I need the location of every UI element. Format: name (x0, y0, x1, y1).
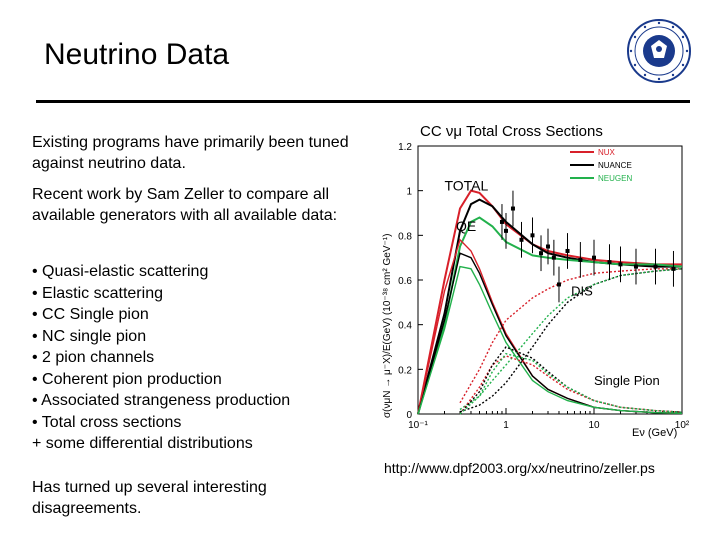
x-axis-label: Eν (GeV) (632, 427, 677, 439)
data-point (671, 266, 676, 271)
y-tick-label: 0 (406, 410, 412, 421)
list-item: • NC single pion (32, 327, 147, 345)
legend-entry-nuance: NUANCE (598, 161, 632, 170)
series-line-neugen-dis (459, 268, 683, 411)
conclusion-paragraph: Has turned up several interesting disagr… (32, 479, 267, 517)
data-point (539, 251, 544, 256)
list-item: + some differential distributions (32, 435, 253, 452)
data-point (578, 257, 583, 262)
y-tick-label: 1 (406, 187, 412, 198)
annotation-dis: DIS (571, 284, 593, 299)
data-point (504, 228, 508, 233)
data-point (633, 264, 638, 269)
data-point (519, 237, 524, 242)
list-item: • Quasi-elastic scattering (32, 263, 209, 280)
y-tick-label: 0.2 (398, 365, 412, 376)
x-tick-label: 10⁻¹ (408, 420, 428, 431)
list-item: • CC Single pion (32, 306, 149, 323)
x-tick-label: 10 (588, 420, 600, 431)
data-point (618, 262, 623, 267)
title-divider (36, 100, 690, 103)
list-item: • 2 pion channels (32, 349, 155, 366)
source-link[interactable]: http://www.dpf2003.org/xx/neutrino/zelle… (384, 460, 655, 476)
comparison-list: • Quasi-elastic scattering • Elastic sca… (32, 261, 392, 455)
recent-work-paragraph: Recent work by Sam Zeller to compare all… (32, 186, 338, 224)
annotation-single-pion: Single Pion (594, 373, 660, 388)
annotation-qe: QE (456, 218, 476, 234)
series-line-neugen-single-pion (459, 352, 683, 415)
cross-section-chart: CC νμ Total Cross Sections σ(νμN → μ⁻X)/… (382, 123, 690, 439)
data-point (592, 255, 596, 260)
data-point (499, 219, 504, 224)
series-line-neugen-qe (417, 265, 683, 415)
data-point (530, 233, 535, 238)
data-point (551, 255, 556, 260)
y-axis-label: σ(νμN → μ⁻X)/E(GeV) (10⁻³⁸ cm² GeV⁻¹) (382, 234, 393, 418)
list-item: • Coherent pion production (32, 370, 222, 388)
y-tick-label: 0.8 (398, 231, 412, 242)
data-point (545, 244, 550, 249)
data-point (653, 264, 658, 269)
list-item: • Elastic scattering (32, 284, 163, 302)
chart-title: CC νμ Total Cross Sections (420, 123, 603, 140)
y-tick-label: 0.6 (398, 276, 412, 287)
data-point (565, 248, 570, 253)
legend-entry-neugen: NEUGEN (598, 174, 632, 183)
x-tick-label: 1 (503, 420, 509, 431)
list-item: • Associated strangeness production (32, 392, 291, 409)
annotation-total: TOTAL (444, 178, 488, 194)
data-point (607, 260, 612, 265)
legend-entry-nux: NUX (598, 148, 616, 157)
y-tick-label: 0.4 (398, 321, 412, 332)
y-tick-label: 1.2 (398, 142, 412, 153)
slide-title: Neutrino Data (44, 38, 230, 71)
university-seal-icon (627, 19, 691, 83)
data-point (556, 282, 561, 287)
list-item: • Total cross sections (32, 413, 182, 431)
intro-paragraph: Existing programs have primarily been tu… (32, 134, 349, 172)
data-point (510, 206, 515, 211)
x-tick-label: 10² (675, 420, 690, 431)
